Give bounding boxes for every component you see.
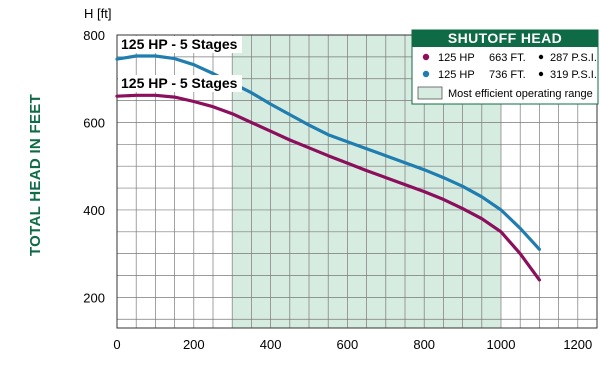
legend-row1-psi: 287 P.S.I. — [550, 52, 597, 64]
curves — [115, 54, 542, 282]
x-tick-label: 800 — [413, 337, 435, 352]
legend-row2-head: 736 FT. — [489, 69, 526, 81]
curve-labels: 125 HP - 5 Stages 125 HP - 5 Stages — [118, 36, 242, 92]
legend-row1-model: 125 HP — [438, 52, 475, 64]
y-tick-label: 800 — [83, 28, 105, 43]
y-tick-label: 200 — [83, 290, 105, 305]
y-axis-title: TOTAL HEAD IN FEET — [27, 94, 44, 256]
curve-label-bg-bottom — [118, 75, 242, 92]
x-tick-label: 200 — [183, 337, 205, 352]
y-tick-label: 600 — [83, 115, 105, 130]
plot-frame — [116, 34, 598, 329]
curve-label-top: 125 HP - 5 Stages — [121, 36, 238, 52]
legend-band-swatch — [417, 86, 443, 100]
curve-label-bg-top — [118, 36, 242, 53]
legend-bullet-2 — [538, 71, 544, 77]
legend-row2-model: 125 HP — [438, 69, 475, 81]
legend: SHUTOFF HEAD 125 HP 663 FT. 287 P.S.I. 1… — [411, 29, 599, 105]
legend-header — [412, 30, 598, 47]
x-tick-labels: 0 200 400 600 800 1000 1200 — [113, 337, 592, 352]
legend-dot-maroon — [422, 53, 430, 61]
x-tick-label: 600 — [337, 337, 359, 352]
legend-row2-psi: 319 P.S.I. — [550, 69, 597, 81]
y-tick-label: 400 — [83, 203, 105, 218]
legend-title: SHUTOFF HEAD — [448, 30, 562, 46]
x-tick-label: 400 — [260, 337, 282, 352]
x-tick-label: 1200 — [563, 337, 592, 352]
legend-row1-head: 663 FT. — [489, 52, 526, 64]
legend-bullet-1 — [538, 54, 544, 60]
curve-label-bottom: 125 HP - 5 Stages — [121, 75, 238, 91]
legend-band-label: Most efficient operating range — [448, 88, 593, 100]
y-axis-unit: H [ft] — [84, 6, 111, 21]
y-tick-labels: 200 400 600 800 — [83, 28, 105, 305]
curve-maroon-line — [115, 93, 542, 282]
x-tick-label: 0 — [113, 337, 120, 352]
curve-blue-line — [115, 54, 542, 251]
legend-dot-blue — [422, 70, 430, 78]
x-tick-label: 1000 — [487, 337, 516, 352]
